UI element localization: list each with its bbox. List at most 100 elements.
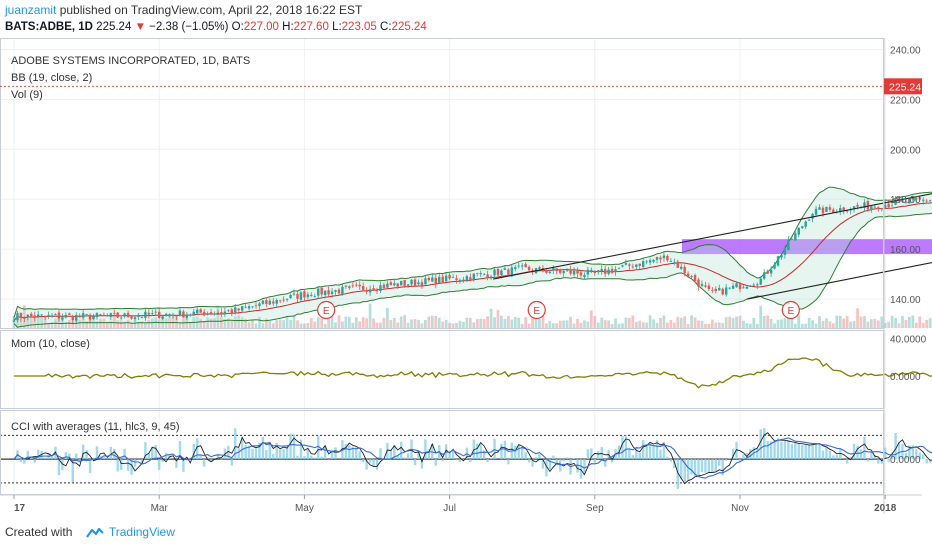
cci-pane[interactable]	[0, 428, 932, 489]
candle-body	[624, 263, 628, 265]
volume-bar	[50, 322, 54, 328]
time-axis[interactable]: 17MarMayJulSepNov2018MarMayJulSepNov2019	[13, 495, 932, 514]
tradingview-logo-icon[interactable]	[85, 527, 104, 539]
volume-bar	[413, 319, 417, 328]
volume-bar	[655, 322, 659, 328]
cci-histogram-bar	[894, 432, 897, 460]
cci-histogram-bar	[880, 459, 883, 464]
tradingview-brand[interactable]: TradingView	[108, 525, 175, 539]
volume-bar	[43, 316, 47, 328]
candle-body	[676, 261, 679, 268]
cci-histogram-bar	[524, 452, 527, 460]
low-label: L:	[332, 21, 342, 33]
volume-bar	[258, 316, 261, 328]
cci-histogram-bar	[375, 459, 379, 470]
cci-histogram-bar	[794, 442, 797, 460]
created-with-text: Created with	[5, 525, 73, 539]
volume-bar	[721, 323, 725, 328]
cci-histogram-bar	[261, 436, 265, 460]
bb-legend: BB (19, close, 2)	[11, 72, 92, 84]
candle-body	[666, 255, 669, 261]
volume-bar	[690, 315, 693, 328]
volume-bar	[548, 320, 552, 328]
cci-histogram-bar	[749, 449, 752, 460]
candle-body	[538, 267, 541, 269]
cci-histogram-bar	[621, 435, 624, 460]
candle-body	[130, 316, 133, 319]
candle-body	[438, 276, 441, 283]
cci-histogram-bar	[296, 455, 299, 460]
cci-histogram-bar	[635, 447, 638, 460]
volume-bar	[347, 316, 351, 328]
cci-histogram-bar	[783, 441, 787, 460]
volume-bar	[140, 321, 144, 328]
cci-histogram-bar	[313, 457, 316, 460]
cci-histogram-bar	[323, 445, 327, 460]
volume-bar	[513, 317, 517, 328]
candle-body	[272, 301, 275, 304]
volume-bar	[112, 316, 116, 328]
volume-bar	[92, 315, 95, 328]
volume-bar	[748, 323, 752, 328]
momentum-pane[interactable]	[14, 357, 932, 389]
cci-histogram-bar	[216, 453, 220, 460]
volume-bar	[95, 321, 99, 328]
cci-histogram-bar	[334, 447, 337, 460]
time-tick-label: May	[295, 503, 314, 514]
volume-bar	[64, 322, 68, 328]
candle-body	[669, 261, 673, 262]
candle-body	[911, 197, 915, 200]
candle-body	[175, 315, 178, 317]
cci-histogram-bar	[714, 459, 718, 472]
volume-bar	[130, 323, 133, 328]
channel-lines[interactable]	[493, 54, 932, 300]
price-axis[interactable]: 40.0000 0.0000 0.0000 240.00 220.00 200.00 180…	[890, 45, 927, 466]
chart-area[interactable]: EEEEEE 40.00000.00000.0000240.00220.0020…	[0, 38, 932, 520]
volume-bar	[835, 315, 839, 328]
cci-histogram-bar	[762, 428, 766, 460]
volume-bar	[392, 318, 396, 328]
cci-histogram-bar	[835, 454, 839, 460]
cci-histogram-bar	[655, 440, 659, 460]
open-value: 227.00	[243, 21, 279, 33]
volume-bar	[323, 323, 327, 328]
candle-body	[807, 219, 811, 221]
volume-bar	[793, 323, 797, 328]
candle-body	[147, 312, 151, 315]
volume-bar	[88, 318, 92, 328]
volume-bar	[783, 318, 787, 328]
candle-body	[282, 299, 285, 301]
candle-body	[75, 315, 78, 321]
candle-body	[908, 198, 911, 204]
candle-body	[185, 314, 189, 318]
candle-body	[455, 278, 458, 280]
volume-bar	[641, 322, 645, 328]
volume-bar	[233, 316, 237, 328]
volume-bar	[596, 322, 600, 328]
cci-histogram-bar	[192, 443, 195, 460]
cci-histogram-bar	[227, 445, 230, 460]
cci-histogram-bar	[424, 439, 427, 460]
volume-bar	[565, 320, 569, 328]
candle-body	[334, 290, 337, 292]
candle-body	[410, 279, 413, 285]
cci-histogram-bar	[856, 445, 859, 460]
cci-histogram-bar	[911, 445, 915, 460]
cci-histogram-bar	[265, 450, 268, 460]
volume-bar	[358, 321, 362, 328]
candle-body	[116, 312, 119, 318]
candle-body	[811, 213, 814, 219]
candles[interactable]	[12, 77, 932, 324]
cci-histogram-bar	[285, 446, 289, 460]
volume-bar	[278, 319, 282, 328]
volume-bar	[869, 319, 873, 328]
cci-histogram-bar	[527, 459, 531, 463]
earnings-marker-circle	[781, 300, 800, 320]
publisher-username[interactable]: juanzamit	[5, 3, 57, 17]
price-tick-label: 220.00	[890, 95, 921, 106]
volume-bar	[157, 319, 161, 328]
time-tick-label: Nov	[731, 503, 749, 514]
cci-histogram-bar	[462, 459, 465, 461]
cci-histogram-bar	[641, 440, 645, 460]
candle-body	[431, 277, 434, 282]
